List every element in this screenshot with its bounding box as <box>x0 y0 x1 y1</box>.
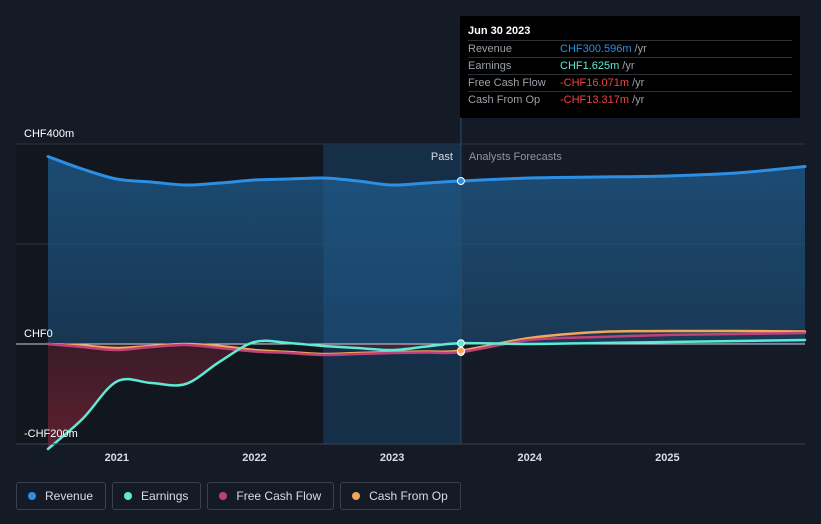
past-label: Past <box>431 151 453 163</box>
tooltip-value: -CHF13.317m/yr <box>560 94 645 106</box>
legend-item-revenue[interactable]: Revenue <box>16 482 107 510</box>
x-tick-label: 2025 <box>655 452 679 464</box>
tooltip: Jun 30 2023 Revenue CHF300.596m/yr Earni… <box>460 16 800 118</box>
earnings-dot-icon <box>124 492 133 500</box>
marker-cash-from-op <box>456 346 465 355</box>
y-tick-label: CHF400m <box>24 128 74 140</box>
x-tick-label: 2022 <box>242 452 266 464</box>
legend-item-earnings[interactable]: Earnings <box>112 482 202 510</box>
tooltip-value: -CHF16.071m/yr <box>560 77 645 89</box>
legend-item-free-cash-flow[interactable]: Free Cash Flow <box>207 482 335 510</box>
series-line-earnings <box>46 338 807 451</box>
earnings-negative-area <box>48 340 461 449</box>
x-tick-label: 2021 <box>105 452 129 464</box>
marker-earnings <box>456 339 465 348</box>
cash-from-op-dot-icon <box>352 492 361 500</box>
tooltip-row-revenue: Revenue CHF300.596m/yr <box>468 40 792 58</box>
free-cash-flow-dot-icon <box>219 492 228 500</box>
y-axis-labels: CHF400m CHF0 -CHF200m <box>24 128 78 440</box>
revenue-dot-icon <box>28 492 36 500</box>
x-axis-labels: 2021 2022 2023 2024 2025 <box>105 452 680 464</box>
forecast-label: Analysts Forecasts <box>469 151 562 163</box>
tooltip-row-cash-from-op: Cash From Op -CHF13.317m/yr <box>468 91 792 109</box>
tooltip-row-earnings: Earnings CHF1.625m/yr <box>468 57 792 75</box>
tooltip-value: CHF1.625m/yr <box>560 60 635 72</box>
series-line-revenue <box>46 155 807 187</box>
legend-item-cash-from-op[interactable]: Cash From Op <box>340 482 461 510</box>
legend-label: Earnings <box>141 489 189 503</box>
legend-label: Revenue <box>45 489 94 503</box>
revenue-area <box>48 156 805 344</box>
y-tick-label: -CHF200m <box>24 428 78 440</box>
tooltip-label: Cash From Op <box>468 94 541 106</box>
legend-label: Free Cash Flow <box>236 489 322 503</box>
tooltip-value: CHF300.596m/yr <box>560 43 647 55</box>
tooltip-row-free-cash-flow: Free Cash Flow -CHF16.071m/yr <box>468 74 792 92</box>
divider-markers <box>456 177 465 357</box>
tooltip-label: Earnings <box>468 60 512 72</box>
series-line-free-cash-flow <box>46 331 807 357</box>
tooltip-label: Free Cash Flow <box>468 77 546 89</box>
marker-revenue <box>456 177 465 185</box>
y-tick-label: CHF0 <box>24 328 53 340</box>
x-tick-label: 2023 <box>380 452 404 464</box>
x-tick-label: 2024 <box>517 452 542 464</box>
legend-label: Cash From Op <box>369 489 448 503</box>
legend: Revenue Earnings Free Cash Flow Cash Fro… <box>16 482 461 512</box>
tooltip-date: Jun 30 2023 <box>468 25 531 37</box>
tooltip-label: Revenue <box>468 43 513 55</box>
series-lines <box>46 155 807 451</box>
